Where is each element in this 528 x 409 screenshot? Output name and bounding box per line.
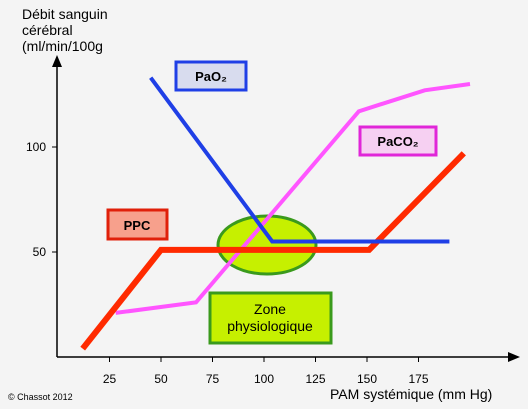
- x-axis-title: PAM systémique (mm Hg): [330, 386, 492, 402]
- ppc-line: [80, 151, 466, 351]
- x-tick-label-25: 25: [103, 372, 117, 386]
- zone-physiologique-box: [208, 291, 333, 345]
- ppc-legend-label: PPC: [124, 218, 151, 233]
- y-axis-title-line-2: cérébral: [22, 22, 73, 38]
- y-tick-label-50: 50: [33, 245, 47, 259]
- pao2-line: [149, 76, 450, 244]
- y-axis-arrow: [52, 55, 62, 67]
- copyright-text: © Chassot 2012: [8, 392, 73, 402]
- paco2-line: [115, 82, 471, 315]
- zone-label-line-1: Zone: [254, 301, 286, 317]
- ppc-legend-box: [106, 208, 169, 241]
- paco2-legend-label: PaCO₂: [377, 134, 418, 149]
- paco2-legend-box: [358, 125, 438, 157]
- y-axis-title-line-3: (ml/min/100g: [22, 38, 103, 54]
- x-tick-label-150: 150: [357, 372, 377, 386]
- x-tick-label-175: 175: [408, 372, 428, 386]
- y-axis-title-line-1: Débit sanguin: [22, 6, 108, 22]
- zone-label-line-2: physiologique: [227, 318, 313, 334]
- x-axis-arrow: [508, 352, 520, 362]
- x-tick-label-125: 125: [305, 372, 325, 386]
- x-tick-label-100: 100: [254, 372, 274, 386]
- pao2-legend-box: [174, 60, 248, 92]
- pao2-legend-label: PaO₂: [195, 69, 227, 84]
- y-tick-label-100: 100: [26, 140, 46, 154]
- physiological-zone-ellipse: [216, 214, 318, 276]
- x-tick-label-75: 75: [206, 372, 220, 386]
- x-tick-label-50: 50: [154, 372, 168, 386]
